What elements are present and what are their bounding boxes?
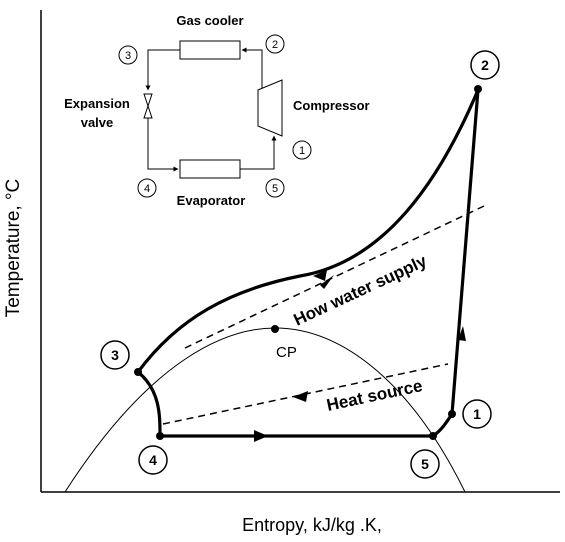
state-badge-2: 2 [470,50,500,80]
inset-node-1-label: 1 [299,145,305,157]
gas-cooler-label: Gas cooler [176,13,243,28]
state-badge-2-label: 2 [481,57,489,73]
evaporator-label: Evaporator [177,193,246,208]
expansion-valve-label-line2: valve [81,115,114,130]
heat-source-arrow [293,391,308,402]
state-point-3-dot [134,368,142,376]
inset-node-3-label: 3 [125,50,131,62]
water-supply-label: How water supply [291,251,431,330]
compression-arrow [458,326,466,341]
cycle-gas-cooling-path [136,89,480,373]
state-point-5-dot [429,432,437,440]
cycle-expansion-path [136,370,162,437]
state-badge-3: 3 [100,340,130,370]
evaporator-box [179,159,241,179]
state-badge-5-label: 5 [421,456,429,472]
pipe-evaporator-to-compressor [240,135,277,170]
pipe-gas-cooler-to-valve [145,49,180,91]
evaporation-arrow [254,430,268,442]
inset-node-3: 3 [118,45,138,65]
compressor-symbol [257,79,283,137]
cycle-schematic: Gas cooler Evaporator Compressor Expansi… [64,13,369,208]
gas-cooler-box [179,40,241,60]
cycle-compression-path [450,89,480,415]
inset-node-2: 2 [265,34,285,54]
state-badge-3-label: 3 [111,347,119,363]
heat-source-label: Heat source [325,376,424,415]
expansion-valve-symbol [143,93,153,119]
inset-node-4-label: 4 [144,183,150,195]
critical-point-label: CP [276,344,297,361]
state-point-4-dot [156,432,164,440]
inset-node-5: 5 [265,178,285,198]
inset-node-4: 4 [137,178,157,198]
critical-point-marker [271,325,279,333]
state-badge-1-label: 1 [473,406,481,422]
state-point-2-dot [474,85,482,93]
water-supply-arrow [320,275,334,289]
state-point-1-dot [448,410,456,418]
state-badge-1: 1 [462,399,492,429]
compressor-label: Compressor [293,98,370,113]
inset-node-5-label: 5 [272,183,278,195]
inset-node-1: 1 [292,140,312,160]
expansion-valve-label-line1: Expansion [64,96,130,111]
water-supply-dashed-line [184,205,485,349]
state-badge-4: 4 [138,445,168,475]
inset-node-2-label: 2 [272,39,278,51]
cycle-superheat-path [432,413,454,438]
state-badge-5: 5 [410,449,440,479]
gas-cooling-arrow [313,270,327,281]
x-axis-label: Entropy, kJ/kg .K, [242,515,382,535]
pipe-valve-to-evaporator [147,118,179,172]
pipe-compressor-to-gas-cooler [241,47,263,88]
state-badge-4-label: 4 [149,452,157,468]
y-axis-label: Temperature, °C [3,179,24,318]
